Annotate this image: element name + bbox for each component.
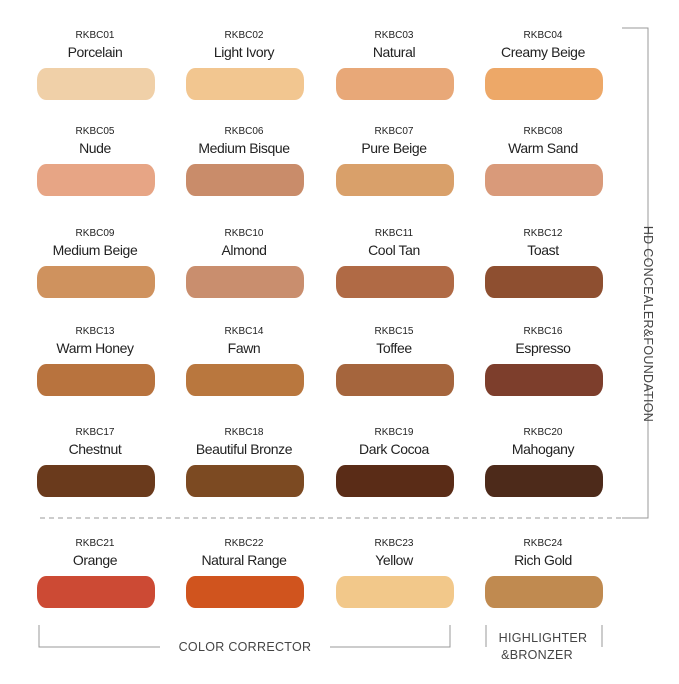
foundation-bracket	[622, 27, 649, 519]
swatch-code: RKBC02	[225, 30, 264, 41]
foundation-label: HD CONCEALER&FOUNDATION	[641, 226, 655, 422]
swatch-code: RKBC20	[524, 427, 563, 438]
swatch	[37, 576, 155, 608]
highlighter-bracket	[485, 625, 603, 647]
swatch-code: RKBC05	[76, 126, 115, 137]
swatch-code: RKBC07	[375, 126, 414, 137]
swatch-name: Cool Tan	[368, 242, 420, 258]
swatch	[336, 465, 454, 497]
swatch	[37, 465, 155, 497]
swatch-name: Toast	[527, 242, 559, 258]
swatch	[186, 266, 304, 298]
swatch	[37, 164, 155, 196]
swatch-name: Nude	[79, 140, 111, 156]
swatch-name: Pure Beige	[361, 140, 427, 156]
swatch	[186, 576, 304, 608]
swatch	[336, 364, 454, 396]
swatch-code: RKBC17	[76, 427, 115, 438]
highlighter-label: &BRONZER	[501, 648, 573, 662]
swatch-code: RKBC06	[225, 126, 264, 137]
swatch-name: Beautiful Bronze	[196, 441, 293, 457]
swatch	[186, 465, 304, 497]
swatch-name: Rich Gold	[514, 552, 572, 568]
swatch-code: RKBC22	[225, 538, 264, 549]
swatch-code: RKBC10	[225, 228, 264, 239]
swatch-code: RKBC24	[524, 538, 563, 549]
swatch-code: RKBC03	[375, 30, 414, 41]
swatch-name: Porcelain	[68, 44, 123, 60]
swatch-name: Chestnut	[69, 441, 122, 457]
swatch-name: Medium Bisque	[198, 140, 290, 156]
swatch	[485, 576, 603, 608]
swatch	[186, 364, 304, 396]
swatch-code: RKBC13	[76, 326, 115, 337]
swatch-code: RKBC16	[524, 326, 563, 337]
swatch	[336, 266, 454, 298]
swatch-name: Yellow	[375, 552, 414, 568]
swatch-code: RKBC14	[225, 326, 264, 337]
swatch	[186, 68, 304, 100]
swatch	[485, 364, 603, 396]
swatch-name: Fawn	[228, 340, 261, 356]
swatch	[485, 164, 603, 196]
swatch-code: RKBC01	[76, 30, 115, 41]
swatch	[485, 266, 603, 298]
swatch	[37, 266, 155, 298]
swatch-name: Dark Cocoa	[359, 441, 430, 457]
swatch-code: RKBC11	[375, 228, 414, 239]
swatch-name: Creamy Beige	[501, 44, 586, 60]
swatch-code: RKBC23	[375, 538, 414, 549]
swatch	[485, 465, 603, 497]
swatch-name: Medium Beige	[53, 242, 138, 258]
swatch	[336, 164, 454, 196]
swatch-code: RKBC08	[524, 126, 563, 137]
swatch-name: Natural	[373, 44, 416, 60]
swatch-name: Light Ivory	[214, 44, 275, 60]
swatch-code: RKBC09	[76, 228, 115, 239]
swatch-code: RKBC21	[76, 538, 115, 549]
swatch-name: Almond	[221, 242, 266, 258]
highlighter-label: HIGHLIGHTER	[499, 631, 588, 645]
swatch-name: Toffee	[376, 340, 412, 356]
swatch-name: Orange	[73, 552, 118, 568]
swatch	[336, 68, 454, 100]
swatch-name: Espresso	[515, 340, 571, 356]
swatch	[37, 68, 155, 100]
swatch	[186, 164, 304, 196]
swatch	[336, 576, 454, 608]
corrector-bracket	[38, 625, 451, 648]
swatch	[37, 364, 155, 396]
swatch-code: RKBC19	[375, 427, 414, 438]
swatch-name: Mahogany	[512, 441, 575, 457]
swatch-code: RKBC15	[375, 326, 414, 337]
swatch	[485, 68, 603, 100]
corrector-label: COLOR CORRECTOR	[179, 640, 312, 654]
swatch-name: Natural Range	[201, 552, 287, 568]
swatch-name: Warm Honey	[56, 340, 134, 356]
swatch-code: RKBC04	[524, 30, 563, 41]
swatch-code: RKBC18	[225, 427, 264, 438]
swatch-code: RKBC12	[524, 228, 563, 239]
swatch-name: Warm Sand	[508, 140, 578, 156]
